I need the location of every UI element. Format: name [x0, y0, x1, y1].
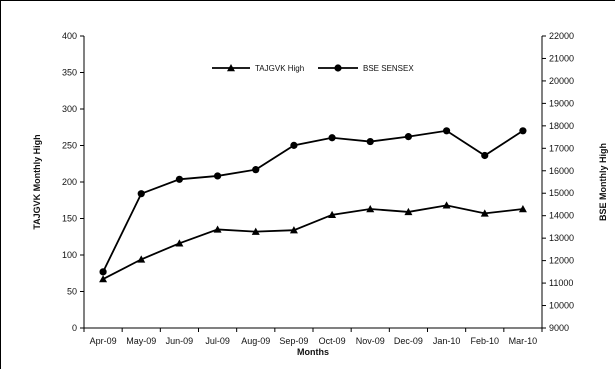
y-right-tick-label: 17000 — [549, 143, 574, 153]
data-point-circle — [99, 268, 107, 276]
y-right-tick-label: 10000 — [549, 301, 574, 311]
x-axis-title: Months — [297, 347, 329, 357]
y-axis-left-title: TAJGVK Monthly High — [32, 134, 42, 229]
data-point-circle — [175, 175, 184, 183]
data-point-circle — [137, 190, 145, 198]
data-point-triangle — [404, 207, 413, 216]
legend-label: TAJGVK High — [255, 64, 304, 73]
data-point-triangle — [213, 225, 222, 233]
data-point-circle — [334, 64, 342, 72]
y-right-tick-label: 18000 — [549, 121, 574, 131]
series-line — [102, 129, 524, 273]
data-point-circle — [328, 134, 336, 142]
x-tick-label: May-09 — [126, 336, 156, 346]
y-left-tick-label: 150 — [62, 214, 77, 224]
x-tick-label: Oct-09 — [319, 336, 346, 346]
data-point-circle — [366, 137, 374, 146]
data-point-triangle — [442, 201, 451, 209]
data-point-circle — [519, 127, 527, 135]
y-right-tick-label: 11000 — [549, 278, 573, 288]
x-tick-label: Nov-09 — [356, 336, 385, 346]
legend: TAJGVK High BSE SENSEX — [212, 64, 414, 73]
series-line — [102, 204, 524, 280]
y-left-tick-label: 0 — [72, 323, 77, 333]
data-point-circle — [252, 166, 260, 174]
y-right-tick-label: 21000 — [549, 53, 574, 63]
axes: 0 50 100 150 200 250 300 350 400 9000 10000 11000 12… — [62, 31, 574, 346]
x-tick-label: Dec-09 — [394, 336, 423, 346]
x-tick-label: Feb-10 — [470, 336, 499, 346]
y-left-tick-label: 250 — [62, 141, 77, 151]
data-point-triangle — [289, 226, 298, 234]
data-point-circle — [290, 141, 298, 149]
y-left-tick-label: 300 — [62, 104, 77, 114]
series-layer — [99, 127, 527, 283]
data-point-circle — [213, 172, 222, 180]
data-point-triangle — [251, 227, 260, 235]
y-axis-right-title: BSE Monthly High — [598, 143, 608, 221]
x-tick-label: Mar-10 — [509, 336, 538, 346]
data-point-circle — [404, 133, 413, 141]
data-point-triangle — [137, 255, 146, 263]
y-right-tick-label: 13000 — [549, 233, 574, 243]
data-point-triangle — [366, 205, 375, 213]
y-left-tick-label: 100 — [62, 250, 77, 260]
y-right-tick-label: 15000 — [549, 188, 574, 198]
data-point-triangle — [518, 205, 527, 213]
y-right-tick-label: 14000 — [549, 211, 574, 221]
data-point-triangle — [328, 210, 337, 219]
x-tick-label: Jan-10 — [433, 336, 461, 346]
legend-item: BSE SENSEX — [318, 64, 414, 73]
data-point-circle — [442, 127, 451, 135]
y-left-tick-label: 200 — [62, 177, 77, 187]
y-right-tick-label: 20000 — [549, 76, 574, 86]
x-tick-label: Aug-09 — [241, 336, 270, 346]
legend-label: BSE SENSEX — [363, 64, 414, 73]
y-right-tick-label: 16000 — [549, 166, 574, 176]
data-point-triangle — [227, 64, 235, 72]
data-point-triangle — [480, 209, 489, 217]
data-point-triangle — [175, 239, 184, 247]
x-tick-label: Sep-09 — [279, 336, 308, 346]
data-point-circle — [481, 151, 489, 160]
series-tajgvk-high — [99, 201, 527, 283]
y-right-tick-label: 9000 — [549, 323, 569, 333]
y-right-tick-label: 12000 — [549, 256, 574, 266]
y-right-tick-label: 22000 — [549, 31, 574, 41]
y-left-tick-label: 50 — [67, 287, 77, 297]
y-left-tick-label: 350 — [62, 68, 77, 78]
x-tick-label: Jul-09 — [205, 336, 230, 346]
series-bse-sensex — [99, 127, 527, 276]
data-point-triangle — [99, 275, 108, 283]
y-right-tick-label: 19000 — [549, 98, 574, 108]
legend-item: TAJGVK High — [212, 64, 304, 73]
x-tick-label: Jun-09 — [166, 336, 194, 346]
y-left-tick-label: 400 — [62, 31, 77, 41]
x-tick-label: Apr-09 — [90, 336, 117, 346]
